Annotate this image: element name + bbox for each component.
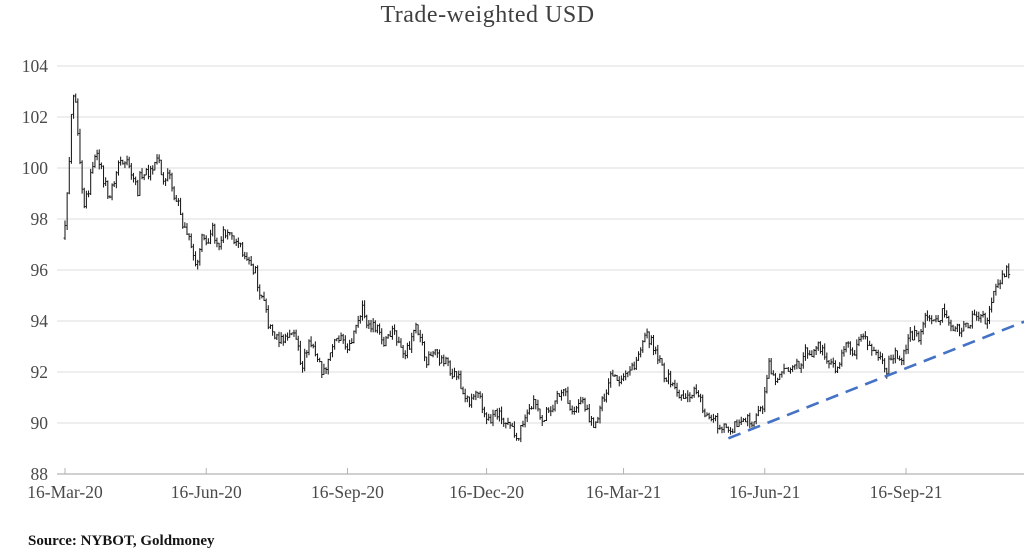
x-axis-label: 16-Sep-21	[870, 482, 943, 502]
y-axis-label: 92	[31, 362, 49, 382]
price-bars	[64, 93, 1010, 443]
x-axis-label: 16-Jun-20	[171, 482, 242, 502]
y-axis-label: 98	[31, 209, 49, 229]
x-axis-label: 16-Mar-21	[586, 482, 661, 502]
x-axis-label: 16-Sep-20	[311, 482, 384, 502]
price-bar-ticks	[63, 95, 1011, 440]
y-axis-label: 94	[31, 311, 49, 331]
y-axis-label: 102	[22, 107, 48, 127]
y-axis-label: 100	[22, 158, 49, 178]
y-axis-label: 96	[31, 260, 49, 280]
y-axis-label: 90	[31, 413, 49, 433]
x-axis-label: 16-Jun-21	[729, 482, 800, 502]
x-axis-label: 16-Dec-20	[449, 482, 524, 502]
chart-title: Trade-weighted USD	[380, 2, 595, 28]
trendline	[727, 320, 1024, 440]
y-axis-label: 104	[22, 56, 49, 76]
y-axis-label: 88	[31, 464, 49, 484]
x-axis-label: 16-Mar-20	[27, 482, 103, 502]
source-note: Source: NYBOT, Goldmoney	[28, 533, 215, 549]
